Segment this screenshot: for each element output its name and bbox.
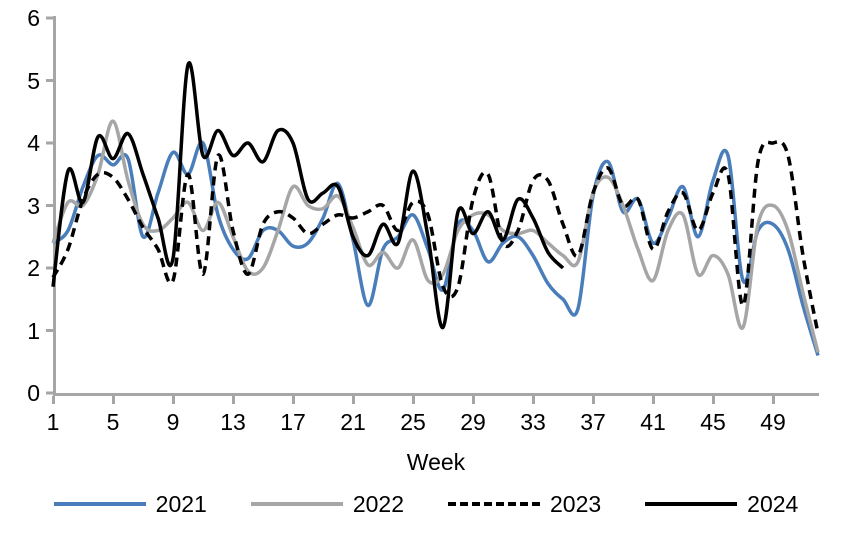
x-tick-label: 13 <box>220 409 246 435</box>
legend-line-swatch-2023 <box>448 502 540 506</box>
legend-line-swatch-2024 <box>645 502 738 506</box>
legend: 2021 2022 2023 2024 <box>0 491 852 517</box>
x-tick-label: 21 <box>340 409 366 435</box>
y-tick-label: 0 <box>27 380 40 406</box>
x-tick-label: 49 <box>760 409 786 435</box>
x-tick-label: 37 <box>580 409 606 435</box>
y-tick-label: 3 <box>27 192 40 219</box>
x-tick-label: 45 <box>700 409 726 435</box>
x-tick-label: 5 <box>106 409 120 435</box>
legend-label-2021: 2021 <box>155 491 207 517</box>
series-line-2024 <box>51 61 565 330</box>
legend-label-2024: 2024 <box>747 491 799 517</box>
x-tick-label: 29 <box>460 409 486 435</box>
x-tick-label: 25 <box>400 409 426 435</box>
x-tick-label: 1 <box>46 409 60 435</box>
y-tick-label: 4 <box>27 130 40 156</box>
x-tick-label: 41 <box>640 409 666 435</box>
legend-item-2023: 2023 <box>448 491 601 517</box>
y-tick-label: 1 <box>27 317 40 344</box>
legend-label-2023: 2023 <box>550 491 602 517</box>
x-tick-label: 17 <box>280 409 306 435</box>
series-line-2023 <box>51 139 820 334</box>
y-tick-label: 2 <box>27 255 40 281</box>
y-tick-label: 5 <box>27 67 40 94</box>
x-tick-label: 9 <box>166 409 180 435</box>
legend-item-2021: 2021 <box>53 491 207 517</box>
legend-item-2024: 2024 <box>645 491 798 517</box>
legend-item-2022: 2022 <box>250 491 404 517</box>
x-axis-title: Week <box>406 449 466 475</box>
legend-line-swatch-2021 <box>53 502 146 506</box>
legend-label-2022: 2022 <box>352 491 404 517</box>
x-tick-label: 33 <box>520 409 546 435</box>
legend-line-swatch-2022 <box>250 502 343 506</box>
y-tick-label: 6 <box>27 5 40 31</box>
series-line-2022 <box>51 119 820 353</box>
